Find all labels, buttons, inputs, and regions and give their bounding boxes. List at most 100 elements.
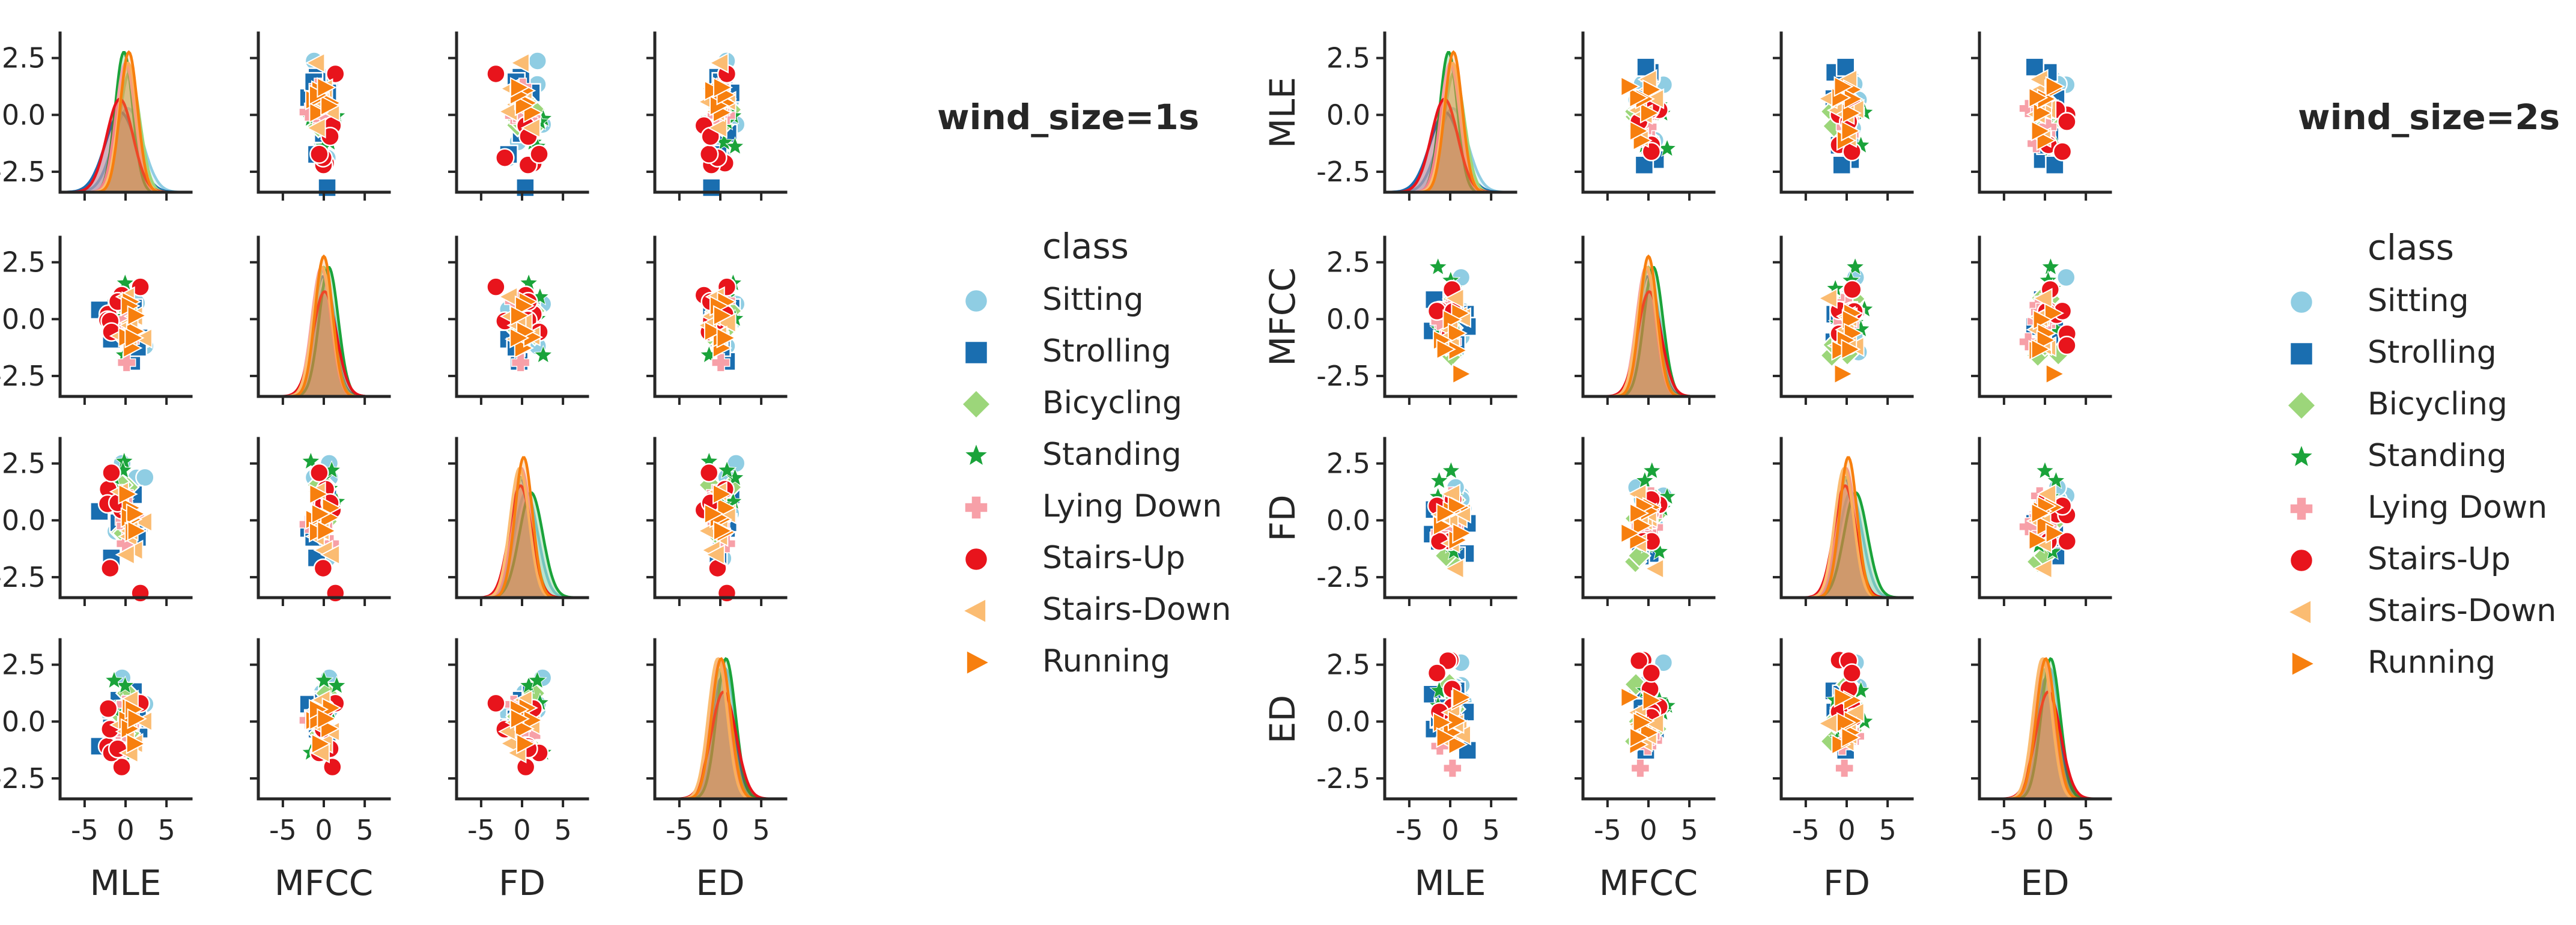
axis-spine xyxy=(455,638,589,801)
scatter-point-standing xyxy=(725,136,745,155)
scatter-point-stairs-up xyxy=(313,558,333,578)
kde-fill-bicycling xyxy=(1385,72,1516,192)
x-tick-label: 0 xyxy=(1639,814,1657,846)
scatter-point-stairs-down xyxy=(1644,88,1665,109)
y-tick-label: 2.5 xyxy=(1326,42,1370,74)
scatter-point-running xyxy=(317,77,337,99)
kde-fill-stairs-down xyxy=(655,658,786,799)
kde-fill-standing xyxy=(457,493,588,598)
axis-spine xyxy=(1779,31,1914,194)
legend-item-sitting: Sitting xyxy=(2289,283,2469,319)
legend-marker xyxy=(2286,390,2317,421)
legend-label: Sitting xyxy=(2368,283,2469,319)
x-axis-label-fd: FD xyxy=(499,863,545,903)
scatter-point-running xyxy=(1841,309,1862,330)
cell-mle-vs-fd xyxy=(448,31,589,201)
legend-marker xyxy=(964,288,989,314)
x-tick-label: 5 xyxy=(2077,814,2094,846)
y-tick-label: 2.5 xyxy=(2,42,46,74)
scatter-point-running xyxy=(1452,363,1472,384)
kde-fill-standing xyxy=(1385,52,1516,192)
kde-fill-stairs-up xyxy=(1979,692,2110,799)
scatter-point-standing xyxy=(1429,470,1450,490)
kde-fill-strolling xyxy=(1385,112,1516,192)
axis-spine xyxy=(1978,235,2112,398)
scatter-point-running xyxy=(126,733,146,754)
kde-fill-strolling xyxy=(655,678,786,799)
scatter-point-running xyxy=(1629,727,1650,748)
axis-spine xyxy=(1978,638,2112,801)
axis-spine xyxy=(58,437,193,599)
x-axis-label-fd: FD xyxy=(1823,863,1870,903)
kde-fill-sitting xyxy=(1979,669,2110,799)
legend-label: Stairs-Up xyxy=(1042,540,1185,576)
legend-label: Standing xyxy=(1042,437,1182,473)
kde-fill-sitting xyxy=(1385,108,1516,192)
scatter-point-stairs-up xyxy=(2052,142,2073,162)
y-tick-label: -2.5 xyxy=(0,561,46,593)
legend-label: Standing xyxy=(2368,438,2507,474)
scatter-point-stairs-down xyxy=(320,544,341,565)
legend-marker xyxy=(2289,341,2314,366)
y-tick-label: 0.0 xyxy=(1326,303,1370,335)
scatter-point-running xyxy=(2045,363,2065,384)
scatter-point-standing xyxy=(104,670,124,690)
scatter-point-strolling xyxy=(515,178,535,198)
scatter-point-running xyxy=(716,327,737,348)
cell-ed-vs-fd: -5 0 5 FD xyxy=(448,638,589,903)
scatter-point-lying-down xyxy=(1835,759,1854,778)
scatter-point-running xyxy=(1436,503,1456,524)
scatter-point-stairs-down xyxy=(2032,558,2053,580)
scatter-point-running xyxy=(1841,102,1862,124)
kde-fill-standing xyxy=(1979,658,2110,799)
scatter-point-stairs-down xyxy=(305,52,326,74)
x-axis-label-mle: MLE xyxy=(1414,863,1486,903)
kde-fill-lying-down xyxy=(457,468,588,598)
x-tick-label: -5 xyxy=(1594,814,1621,846)
y-tick-label: 0.0 xyxy=(1326,705,1370,738)
scatter-point-standing xyxy=(2035,460,2055,479)
scatter-point-standing xyxy=(1642,460,1662,479)
scatter-point-running xyxy=(1436,339,1456,360)
scatter-point-running xyxy=(2031,503,2051,524)
kde-fill-bicycling xyxy=(60,72,191,192)
scatter-point-standing xyxy=(533,345,553,364)
scatter-point-stairs-down xyxy=(705,544,725,565)
cell-mfcc-vs-ed xyxy=(646,235,788,405)
axis-spine xyxy=(455,437,589,599)
legend: class Sitting Strolling Bicycling Standing Ly… xyxy=(2286,227,2556,681)
scatter-point-running xyxy=(2044,303,2065,324)
axis-spine xyxy=(257,31,391,194)
legend-item-bicycling: Bicycling xyxy=(961,385,1182,421)
cell-mfcc-vs-fd xyxy=(1773,235,1914,405)
cell-mfcc-vs-fd xyxy=(448,235,589,405)
scatter-point-stairs-up xyxy=(486,64,506,84)
axis-spine xyxy=(1383,31,1517,194)
kde-fill-bicycling xyxy=(258,267,389,396)
axis-spine xyxy=(58,638,193,801)
x-axis-label-ed: ED xyxy=(696,863,744,903)
kde-fill-stairs-down xyxy=(1583,267,1714,396)
kde-fill-stairs-up xyxy=(1781,485,1912,598)
kde-fill-strolling xyxy=(1781,478,1912,598)
legend-marker xyxy=(2289,290,2314,315)
scatter-point-running xyxy=(509,77,530,99)
cell-fd-vs-ed xyxy=(646,437,788,606)
kde-fill-standing xyxy=(1781,493,1912,598)
axis-spine xyxy=(1581,437,1716,599)
kde-fill-running xyxy=(655,658,786,799)
kde-fill-stairs-up xyxy=(1385,99,1516,192)
kde-fill-running xyxy=(258,256,389,396)
panel-title: wind_size=2s xyxy=(2298,97,2560,138)
kde-fill-strolling xyxy=(457,478,588,598)
y-tick-label: -2.5 xyxy=(1316,156,1370,188)
x-tick-label: -5 xyxy=(666,814,693,846)
scatter-point-running xyxy=(2031,339,2051,360)
kde-fill-running xyxy=(60,52,191,192)
scatter-point-running xyxy=(1629,87,1649,109)
axis-spine xyxy=(58,235,193,398)
scatter-point-stairs-up xyxy=(2057,335,2077,356)
cell-mle-vs-mle: 2.5 0.0 -2.5 MLE xyxy=(1262,31,1517,201)
y-tick-label: -2.5 xyxy=(0,762,46,795)
